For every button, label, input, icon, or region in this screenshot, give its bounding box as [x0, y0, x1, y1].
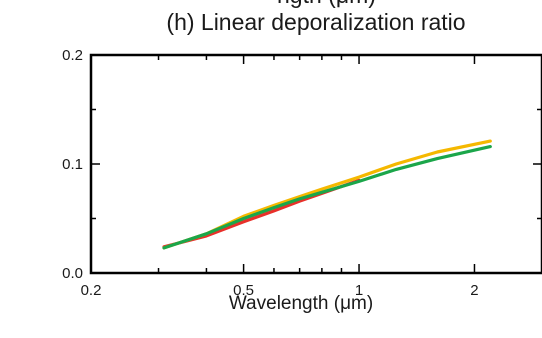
y-tick-label: 0.0	[62, 265, 83, 282]
x-tick-label: 0.5	[233, 282, 254, 299]
x-tick-label: 2	[470, 282, 478, 299]
y-tick-label: 0.1	[62, 156, 83, 173]
plot-frame	[89, 53, 542, 275]
x-tick-label: 0.2	[81, 282, 102, 299]
x-axis-label: Wavelength (μm)	[229, 293, 373, 314]
x-tick-label: 1	[355, 282, 363, 299]
series-line	[162, 145, 492, 250]
plot-area: 0.2 0.5 1 2 0.0 0.1 0.2	[62, 47, 542, 299]
chart-title-partial: ngth (μm)	[277, 0, 376, 8]
y-tick-label: 0.2	[62, 47, 83, 64]
chart-title: (h) Linear deporalization ratio	[166, 9, 465, 35]
